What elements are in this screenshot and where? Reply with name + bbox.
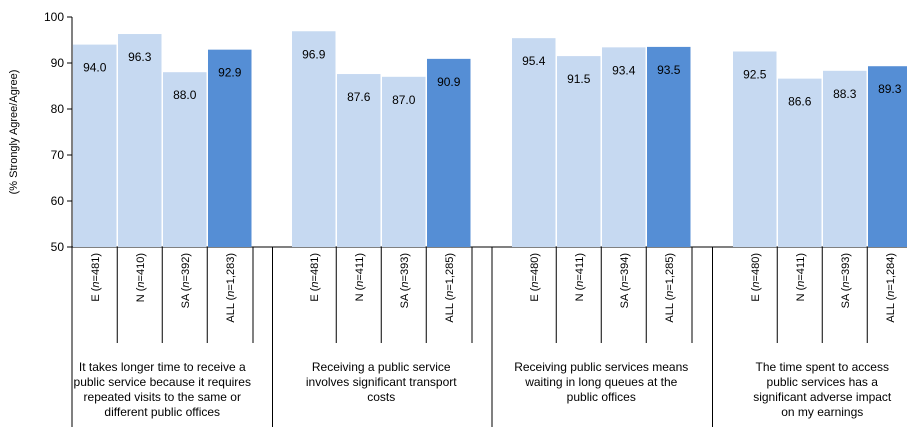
data-label: 88.3 — [833, 87, 857, 101]
x-tick-label: SA (n=393) — [840, 253, 852, 308]
x-tick-label: ALL (n=1,284) — [885, 253, 897, 323]
x-tick-label: N (n=411) — [795, 253, 807, 301]
y-tick-label: 100 — [44, 10, 64, 24]
x-tick-label: E (n=480) — [750, 253, 762, 302]
bars: 94.0 96.3 88.0 92.9 96.9 87.6 87.0 90.9 95.4 91.5… — [73, 31, 907, 248]
data-label: 89.3 — [878, 82, 902, 96]
data-label: 92.5 — [743, 68, 767, 82]
x-tick-label: SA (n=393) — [399, 253, 411, 308]
x-tick-label: SA (n=394) — [619, 253, 631, 308]
bar — [337, 74, 381, 247]
data-label: 92.9 — [218, 66, 242, 80]
bar — [647, 46, 691, 248]
data-label: 94.0 — [83, 61, 107, 75]
data-label: 91.5 — [567, 72, 591, 86]
y-tick-label: 50 — [51, 240, 65, 254]
x-tick-label: E (n=480) — [529, 253, 541, 302]
bar — [602, 47, 646, 247]
group-label: Receiving a public service — [312, 360, 451, 374]
y-tick-label: 70 — [51, 148, 65, 162]
bar — [427, 58, 471, 247]
group-label: The time spent to access — [756, 360, 889, 374]
bar — [292, 31, 336, 248]
group-label: different public offices — [104, 405, 220, 419]
bar — [778, 78, 822, 247]
data-label: 93.4 — [612, 63, 636, 77]
group-label: on my earnings — [781, 405, 863, 419]
y-tick-label: 60 — [51, 194, 65, 208]
y-tick-label: 80 — [51, 102, 65, 116]
data-label: 87.0 — [392, 93, 416, 107]
group-label: It takes longer time to receive a — [79, 360, 246, 374]
group-label: public service because it requires — [74, 375, 251, 389]
group-label: public offices — [567, 390, 636, 404]
x-tick-label: E (n=481) — [309, 253, 321, 302]
bar — [382, 76, 426, 247]
group-label: Receiving public services means — [514, 360, 688, 374]
bar — [163, 72, 207, 247]
group-label: significant adverse impact — [753, 390, 892, 404]
group-label: public services has a — [767, 375, 879, 389]
data-label: 96.9 — [302, 47, 326, 61]
bar — [868, 66, 907, 247]
data-label: 87.6 — [347, 90, 371, 104]
data-label: 88.0 — [173, 88, 197, 102]
x-tick-label: ALL (n=1,285) — [664, 253, 676, 323]
bar — [512, 38, 556, 247]
group-label: costs — [367, 390, 395, 404]
x-tick-label: N (n=410) — [135, 253, 147, 302]
bar — [557, 56, 601, 247]
y-axis-title: (% Strongly Agree/Agree) — [8, 70, 20, 195]
bar — [73, 44, 117, 247]
data-label: 95.4 — [522, 54, 546, 68]
x-tick-label: N (n=411) — [574, 253, 586, 301]
bar — [823, 70, 867, 247]
data-label: 90.9 — [437, 75, 461, 89]
group-label: involves significant transport — [306, 375, 457, 389]
x-tick-label: SA (n=392) — [180, 253, 192, 308]
group-label: repeated visits to the same or — [84, 390, 241, 404]
x-tick-label: ALL (n=1,285) — [444, 253, 456, 323]
x-axis-categories: E (n=481) N (n=410) SA (n=392) ALL (n=1,283… — [74, 247, 897, 427]
data-label: 96.3 — [128, 50, 152, 64]
bar — [733, 51, 777, 247]
bar — [208, 49, 252, 247]
y-axis: 50 60 70 80 90 100 — [44, 10, 907, 427]
y-tick-label: 90 — [51, 56, 65, 70]
data-label: 93.5 — [657, 63, 681, 77]
x-tick-label: N (n=411) — [354, 253, 366, 301]
x-tick-label: ALL (n=1,283) — [225, 253, 237, 323]
x-tick-label: E (n=481) — [90, 253, 102, 302]
group-label: waiting in long queues at the — [524, 375, 677, 389]
bar — [118, 34, 162, 247]
data-label: 86.6 — [788, 95, 812, 109]
